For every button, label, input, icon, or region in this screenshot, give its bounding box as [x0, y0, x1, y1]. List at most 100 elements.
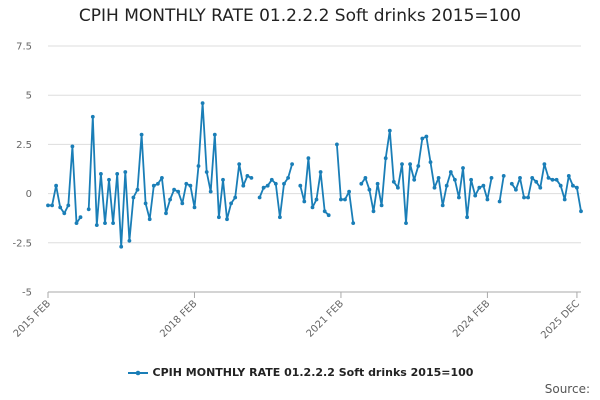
data-point[interactable] — [143, 201, 148, 206]
data-point[interactable] — [424, 134, 429, 139]
data-point[interactable] — [440, 203, 445, 208]
data-point[interactable] — [391, 179, 396, 184]
data-point[interactable] — [534, 179, 539, 184]
data-point[interactable] — [375, 181, 380, 186]
data-point[interactable] — [322, 209, 327, 214]
data-point[interactable] — [278, 215, 282, 220]
data-point[interactable] — [558, 183, 563, 188]
data-point[interactable] — [115, 172, 120, 176]
data-point[interactable] — [298, 183, 303, 188]
data-point[interactable] — [90, 114, 95, 119]
data-point[interactable] — [420, 136, 425, 141]
data-point[interactable] — [485, 197, 490, 202]
data-point[interactable] — [286, 176, 290, 180]
data-point[interactable] — [412, 177, 417, 182]
data-point[interactable] — [131, 195, 136, 200]
data-point[interactable] — [86, 207, 91, 212]
data-point[interactable] — [359, 181, 364, 186]
data-point[interactable] — [489, 176, 494, 180]
data-point[interactable] — [70, 144, 75, 149]
data-point[interactable] — [269, 177, 274, 182]
data-point[interactable] — [522, 195, 526, 200]
data-point[interactable] — [188, 183, 193, 188]
data-point[interactable] — [396, 185, 400, 190]
data-point[interactable] — [453, 177, 457, 182]
data-point[interactable] — [326, 213, 331, 218]
data-point[interactable] — [457, 195, 461, 200]
data-point[interactable] — [306, 156, 311, 161]
data-point[interactable] — [261, 185, 266, 190]
data-point[interactable] — [579, 209, 583, 214]
data-point[interactable] — [168, 197, 173, 202]
data-point[interactable] — [245, 174, 250, 178]
data-point[interactable] — [221, 177, 225, 182]
data-point[interactable] — [107, 177, 111, 182]
data-point[interactable] — [123, 170, 128, 174]
data-point[interactable] — [103, 221, 107, 226]
legend[interactable]: CPIH MONTHLY RATE 01.2.2.2 Soft drinks 2… — [0, 366, 600, 379]
data-point[interactable] — [180, 201, 185, 206]
data-point[interactable] — [379, 203, 384, 208]
data-point[interactable] — [371, 209, 376, 214]
data-point[interactable] — [257, 195, 262, 200]
data-point[interactable] — [135, 187, 140, 192]
data-point[interactable] — [367, 187, 372, 192]
data-point[interactable] — [66, 203, 71, 208]
data-point[interactable] — [74, 221, 79, 226]
data-point[interactable] — [290, 162, 294, 167]
data-point[interactable] — [351, 221, 356, 226]
data-point[interactable] — [314, 197, 319, 202]
data-point[interactable] — [518, 176, 522, 180]
data-point[interactable] — [196, 164, 201, 168]
data-point[interactable] — [526, 195, 530, 200]
data-point[interactable] — [217, 215, 221, 220]
data-point[interactable] — [78, 215, 83, 220]
data-point[interactable] — [273, 181, 278, 186]
data-point[interactable] — [428, 160, 433, 165]
data-point[interactable] — [200, 101, 205, 105]
data-point[interactable] — [208, 189, 213, 194]
data-point[interactable] — [310, 205, 315, 210]
data-point[interactable] — [46, 203, 50, 208]
data-point[interactable] — [575, 185, 579, 190]
data-point[interactable] — [550, 177, 555, 182]
data-point[interactable] — [184, 181, 189, 186]
data-point[interactable] — [481, 183, 486, 188]
data-point[interactable] — [465, 215, 469, 220]
data-point[interactable] — [282, 181, 286, 186]
data-point[interactable] — [347, 189, 351, 194]
data-point[interactable] — [225, 217, 229, 222]
data-point[interactable] — [538, 185, 543, 190]
data-point[interactable] — [151, 183, 156, 188]
data-point[interactable] — [192, 205, 197, 210]
data-point[interactable] — [554, 177, 559, 182]
data-point[interactable] — [461, 166, 465, 170]
data-point[interactable] — [164, 211, 168, 216]
data-point[interactable] — [156, 181, 160, 186]
data-point[interactable] — [546, 176, 551, 180]
data-point[interactable] — [339, 197, 343, 202]
data-point[interactable] — [229, 201, 234, 206]
data-point[interactable] — [404, 221, 408, 226]
data-point[interactable] — [408, 162, 412, 167]
data-point[interactable] — [448, 170, 453, 174]
data-point[interactable] — [50, 203, 54, 208]
data-point[interactable] — [119, 244, 124, 249]
data-point[interactable] — [139, 132, 144, 137]
data-point[interactable] — [416, 164, 421, 168]
data-point[interactable] — [204, 170, 209, 174]
data-point[interactable] — [343, 197, 347, 202]
data-point[interactable] — [54, 183, 58, 188]
data-point[interactable] — [233, 195, 238, 200]
data-point[interactable] — [160, 176, 164, 180]
data-point[interactable] — [127, 238, 132, 243]
data-point[interactable] — [509, 181, 514, 186]
data-point[interactable] — [111, 221, 115, 226]
data-point[interactable] — [432, 185, 437, 190]
data-point[interactable] — [497, 199, 502, 204]
data-point[interactable] — [241, 183, 246, 188]
data-point[interactable] — [562, 197, 567, 202]
data-point[interactable] — [444, 183, 449, 188]
data-point[interactable] — [363, 176, 368, 180]
data-point[interactable] — [58, 205, 63, 210]
